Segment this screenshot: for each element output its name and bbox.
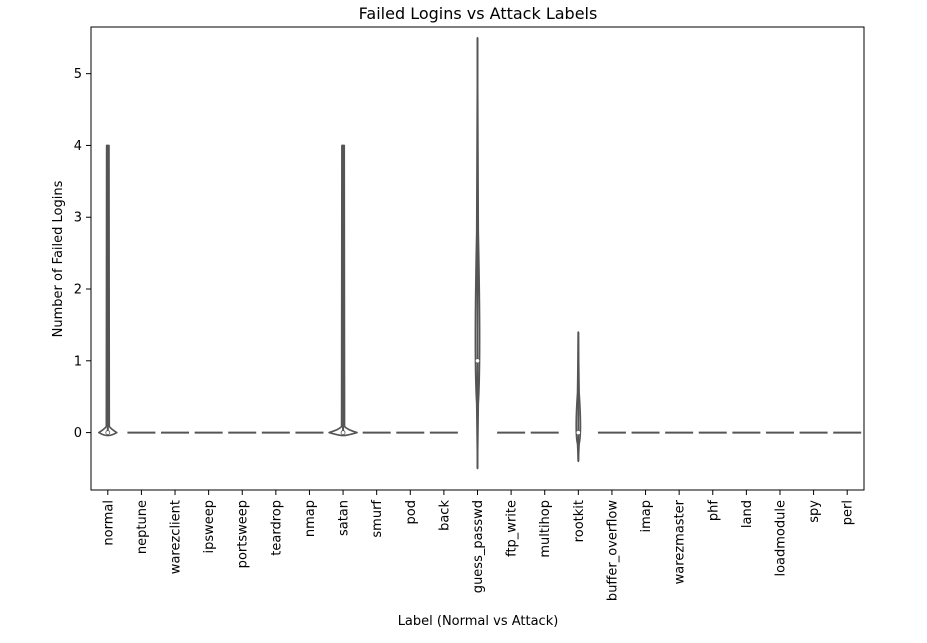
violin-guess_passwd <box>474 36 481 470</box>
y-axis-ticks: 0 1 2 3 4 5 <box>74 67 91 441</box>
x-tick-label: guess_passwd <box>471 500 486 593</box>
x-tick-label: buffer_overflow <box>605 500 620 601</box>
violin-median-dot <box>575 429 581 436</box>
y-tick-label: 2 <box>74 283 82 298</box>
x-tick-label: nmap <box>303 500 318 537</box>
x-tick-label: multihop <box>538 500 553 558</box>
y-tick-label: 5 <box>74 67 82 82</box>
x-tick-label: loadmodule <box>773 500 788 577</box>
violin-rootkit <box>575 331 582 463</box>
x-tick-label: land <box>740 500 755 528</box>
y-tick-label: 4 <box>74 139 82 154</box>
chart-title: Failed Logins vs Attack Labels <box>359 4 598 23</box>
x-tick-label: perl <box>841 500 856 525</box>
y-axis-label: Number of Failed Logins <box>51 180 66 337</box>
x-tick-label: normal <box>101 500 116 546</box>
x-tick-label: smurf <box>370 500 385 538</box>
violin-group <box>98 36 862 470</box>
y-tick-label: 1 <box>74 354 82 369</box>
x-tick-label: teardrop <box>269 500 284 556</box>
plot-area-frame <box>90 26 865 491</box>
x-tick-label: warezclient <box>169 500 184 574</box>
violin-satan <box>328 144 358 437</box>
x-tick-label: ipsweep <box>202 500 217 554</box>
x-tick-label: satan <box>337 500 352 536</box>
x-tick-label: imap <box>639 500 654 533</box>
y-tick-label: 0 <box>74 426 82 441</box>
x-tick-label: phf <box>706 500 721 521</box>
x-tick-label: portsweep <box>236 500 251 568</box>
violin-median-dot <box>105 430 111 435</box>
x-tick-label: back <box>437 500 452 531</box>
x-axis-ticks: normal neptune warezclient ipsweep portsweep… <box>101 490 856 601</box>
y-tick-label: 3 <box>74 211 82 226</box>
x-tick-label: ftp_write <box>505 500 520 557</box>
x-tick-label: pod <box>404 500 419 524</box>
x-axis-label: Label (Normal vs Attack) <box>398 614 559 629</box>
x-tick-label: warezmaster <box>673 499 688 584</box>
x-tick-label: neptune <box>135 500 150 554</box>
violin-normal <box>98 144 118 437</box>
x-tick-label: rootkit <box>572 500 587 542</box>
violin-median-dot <box>340 430 346 435</box>
violin-median-dot <box>474 358 481 364</box>
x-tick-label: spy <box>807 500 822 523</box>
